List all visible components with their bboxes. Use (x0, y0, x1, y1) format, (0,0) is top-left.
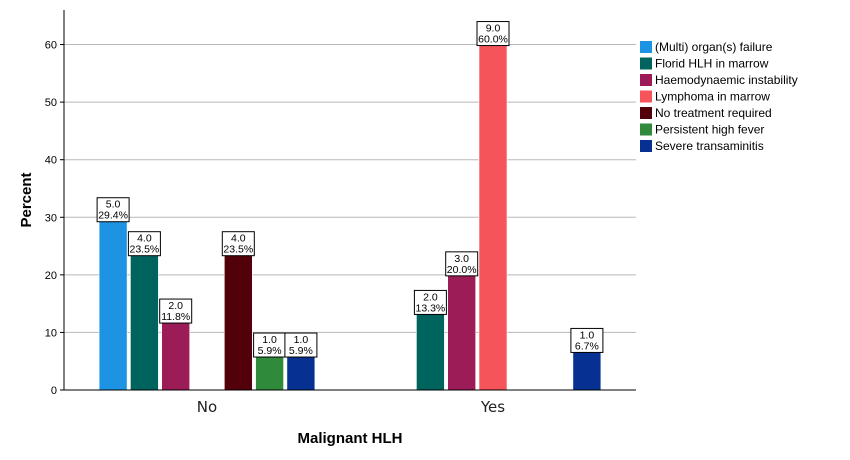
data-label-percent: 20.0% (447, 264, 477, 276)
legend-swatch (640, 41, 652, 53)
data-label-percent: 5.9% (289, 345, 313, 357)
bar-haemodynaemic-instability-no (161, 321, 190, 391)
y-axis-title: Percent (18, 172, 35, 227)
gridlines (64, 44, 636, 333)
bar-no-treatment-required-no (224, 254, 253, 391)
data-label-count: 4.0 (137, 233, 152, 245)
legend-swatch (640, 74, 652, 86)
legend-swatch (640, 107, 652, 119)
legend-item-lymphoma-in-marrow: Lymphoma in marrow (640, 90, 770, 104)
y-tick-label: 10 (45, 327, 57, 339)
legend-item-haemodynaemic-instability: Haemodynaemic instability (640, 73, 798, 87)
data-label-count: 3.0 (454, 253, 469, 265)
x-category-label: Yes (480, 398, 505, 416)
legend: (Multi) organ(s) failure Florid HLH in ma… (640, 40, 798, 153)
y-tick-label: 0 (51, 385, 57, 397)
legend-swatch (640, 123, 652, 136)
data-label-box (284, 332, 318, 358)
data-label-percent: 5.9% (258, 345, 282, 357)
data-label-box (570, 327, 604, 353)
data-label-box (159, 298, 193, 324)
data-labels: 5.029.4%4.023.5%2.011.8%4.023.5%1.05.9%1… (96, 21, 604, 358)
data-label-count: 1.0 (580, 329, 595, 341)
data-label-count: 5.0 (106, 199, 121, 211)
data-label-percent: 23.5% (223, 244, 253, 256)
bar-severe-transaminitis-no (286, 355, 316, 391)
data-label-percent: 23.5% (130, 244, 160, 256)
legend-label: Florid HLH in marrow (655, 57, 769, 71)
legend-item-severe-transaminitis: Severe transaminitis (640, 139, 764, 153)
data-label-percent: 60.0% (478, 34, 508, 46)
legend-item-multi-organ-s-failure: (Multi) organ(s) failure (640, 40, 773, 54)
data-label-count: 1.0 (262, 334, 277, 346)
data-label-multi-organ-s-failure-no: 5.029.4% (96, 197, 130, 223)
data-label-box (96, 197, 130, 223)
y-tick-label: 20 (45, 270, 57, 282)
data-label-severe-transaminitis-yes: 1.06.7% (570, 327, 604, 353)
data-label-florid-hlh-in-marrow-yes: 2.013.3% (413, 289, 447, 315)
data-label-count: 1.0 (294, 334, 309, 346)
legend-label: Haemodynaemic instability (655, 73, 798, 87)
bar-florid-hlh-in-marrow-no (130, 254, 159, 391)
legend-item-no-treatment-required: No treatment required (640, 106, 772, 120)
data-label-count: 4.0 (231, 233, 246, 245)
data-label-box (445, 251, 479, 277)
data-label-percent: 11.8% (161, 311, 190, 323)
data-label-box (413, 289, 447, 315)
data-label-haemodynaemic-instability-yes: 3.020.0% (445, 251, 479, 277)
data-label-no-treatment-required-no: 4.023.5% (221, 231, 255, 257)
data-label-persistent-high-fever-no: 1.05.9% (253, 332, 287, 358)
legend-swatch (640, 57, 652, 70)
axes: 0 10 20 30 40 50 60 No Yes (45, 10, 636, 416)
data-label-percent: 13.3% (416, 302, 446, 314)
legend-swatch (640, 140, 652, 152)
data-label-haemodynaemic-instability-no: 2.011.8% (159, 298, 193, 324)
legend-item-persistent-high-fever: Persistent high fever (640, 123, 764, 137)
bar-multi-organ-s-failure-no (98, 220, 128, 391)
legend-label: Persistent high fever (655, 123, 764, 137)
bar-lymphoma-in-marrow-yes (478, 44, 508, 391)
data-label-count: 9.0 (486, 23, 501, 35)
bar-florid-hlh-in-marrow-yes (416, 313, 445, 391)
bar-severe-transaminitis-yes (572, 351, 602, 391)
data-label-count: 2.0 (168, 300, 183, 312)
bar-haemodynaemic-instability-yes (447, 274, 477, 391)
data-label-box (221, 231, 255, 257)
data-label-lymphoma-in-marrow-yes: 9.060.0% (476, 21, 510, 47)
legend-item-florid-hlh-in-marrow: Florid HLH in marrow (640, 57, 769, 71)
legend-swatch (640, 90, 652, 103)
y-tick-label: 30 (45, 212, 57, 224)
data-label-box (127, 231, 161, 257)
y-tick-label: 60 (45, 40, 57, 52)
data-label-percent: 29.4% (98, 210, 128, 222)
y-tick-label: 40 (45, 155, 57, 167)
x-category-label: No (197, 398, 217, 416)
data-label-severe-transaminitis-no: 1.05.9% (284, 332, 318, 358)
legend-label: Lymphoma in marrow (655, 90, 770, 104)
data-label-box (253, 332, 287, 358)
y-tick-label: 50 (45, 97, 57, 109)
bar-persistent-high-fever-no (255, 355, 284, 391)
legend-label: No treatment required (655, 106, 772, 120)
data-label-box (476, 21, 510, 47)
legend-label: (Multi) organ(s) failure (655, 40, 773, 54)
x-axis-title: Malignant HLH (298, 430, 403, 447)
data-label-florid-hlh-in-marrow-no: 4.023.5% (127, 231, 161, 257)
legend-label: Severe transaminitis (655, 139, 764, 153)
data-label-percent: 6.7% (575, 340, 599, 352)
data-label-count: 2.0 (423, 291, 438, 303)
